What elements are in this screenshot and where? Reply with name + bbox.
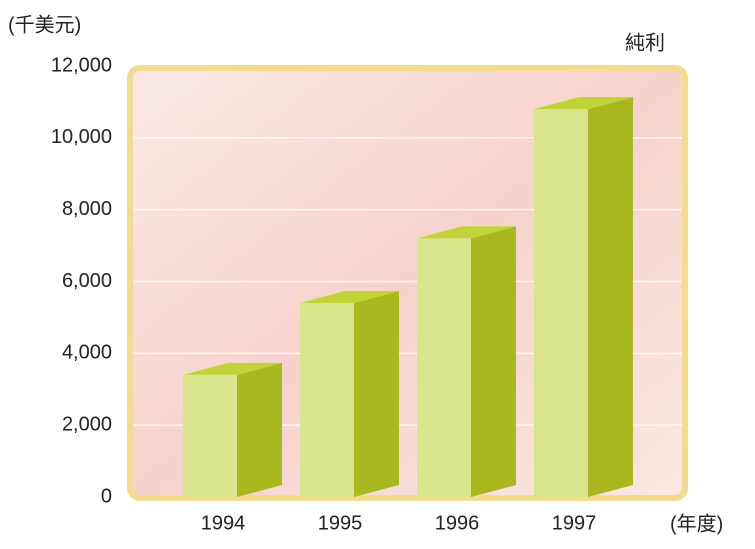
y-tick-label: 8,000: [62, 198, 112, 220]
y-tick-label: 6,000: [62, 270, 112, 292]
bar-top: [417, 226, 516, 239]
bar-top: [183, 362, 282, 375]
x-tick-label: 1994: [201, 512, 246, 534]
y-tick-label: 2,000: [62, 413, 112, 435]
bar: [183, 362, 282, 497]
y-tick-label: 0: [101, 485, 112, 507]
bar-front: [417, 238, 471, 497]
bar-side: [354, 291, 399, 497]
bar-side: [471, 226, 516, 497]
y-tick-label: 12,000: [51, 54, 112, 76]
bar-front: [300, 303, 354, 497]
x-tick-label: 1995: [318, 512, 363, 534]
y-axis-label: (千美元): [8, 13, 81, 36]
bar: [300, 291, 399, 497]
x-axis-label: (年度): [670, 512, 723, 535]
bar-top: [300, 291, 399, 304]
y-tick-label: 10,000: [51, 126, 112, 148]
x-tick-label: 1996: [435, 512, 480, 534]
bar-top: [534, 97, 633, 110]
chart-title: 純利: [625, 31, 665, 54]
bar-side: [588, 97, 633, 497]
x-tick-label: 1997: [552, 512, 597, 534]
bar-front: [183, 374, 237, 497]
bar: [534, 97, 633, 497]
y-tick-label: 4,000: [62, 342, 112, 364]
bar-front: [534, 109, 588, 497]
bar-side: [237, 362, 282, 497]
bar: [417, 226, 516, 497]
